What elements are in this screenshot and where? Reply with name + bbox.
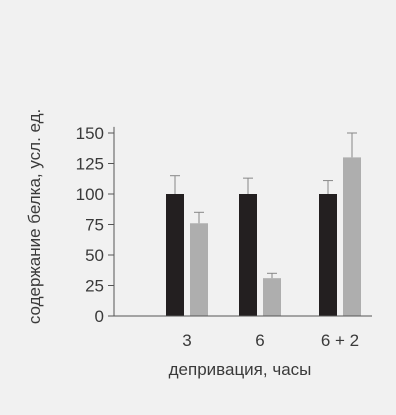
- y-tick-label: 25: [85, 277, 104, 296]
- x-tick-label: 6 + 2: [321, 331, 359, 350]
- y-ticks-layer: 0 25 50 75 100 125 150: [76, 124, 114, 326]
- x-tick-label: 6: [255, 331, 264, 350]
- bar-series2-2: [343, 157, 361, 316]
- bar-series2-0: [190, 223, 208, 316]
- y-tick-label: 50: [85, 246, 104, 265]
- y-tick-label: 150: [76, 124, 104, 143]
- x-ticks-layer: 3 6 6 + 2: [182, 331, 359, 350]
- y-tick-label: 0: [95, 307, 104, 326]
- error-bars-layer: [170, 132, 357, 279]
- bars-layer: [166, 157, 361, 316]
- bar-series1-0: [166, 194, 184, 316]
- bar-series1-1: [239, 194, 257, 316]
- y-tick-label: 100: [76, 185, 104, 204]
- x-tick-label: 3: [182, 331, 191, 350]
- y-tick-label: 125: [76, 155, 104, 174]
- bar-series1-2: [319, 194, 337, 316]
- bar-series2-1: [263, 278, 281, 316]
- x-axis-title: депривация, часы: [169, 360, 312, 379]
- y-axis-title: содержание белка, усл. ед.: [25, 109, 44, 324]
- y-tick-label: 75: [85, 216, 104, 235]
